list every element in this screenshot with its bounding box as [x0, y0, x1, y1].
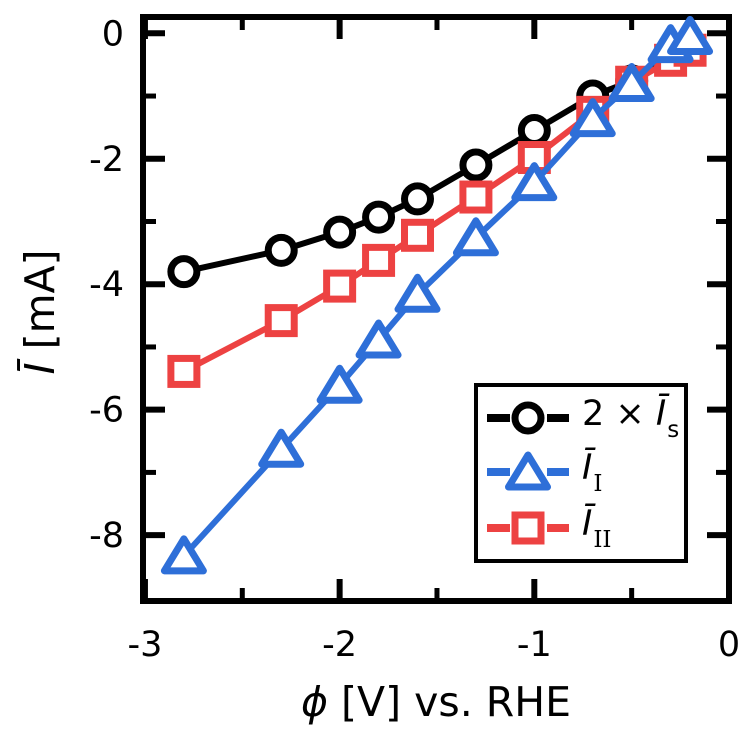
series-2 — [167, 33, 707, 388]
square-marker — [511, 511, 545, 545]
triangle-marker — [452, 217, 499, 257]
square-marker — [362, 243, 396, 277]
x-tick-label: 0 — [718, 625, 740, 665]
y-tick-label: -2 — [89, 140, 124, 180]
circle-marker — [517, 114, 551, 148]
triangle-marker — [394, 273, 441, 313]
y-tick-label: -4 — [89, 265, 124, 305]
legend-label-sub: I — [593, 470, 603, 497]
legend-sample — [484, 504, 572, 550]
x-tick-label: -2 — [322, 625, 357, 665]
legend-label: ĪII — [582, 503, 612, 551]
legend-label: ĪI — [582, 447, 602, 495]
y-axis-units: [mA] — [16, 249, 64, 363]
legend-label-sub: II — [593, 526, 612, 553]
triangle-marker — [667, 15, 714, 55]
square-marker — [459, 180, 493, 214]
x-tick-label: -3 — [127, 625, 162, 665]
y-axis-symbol: Ī — [16, 362, 64, 375]
circle-marker — [511, 401, 545, 435]
x-axis-symbol: ϕ — [300, 678, 328, 726]
y-tick-label: -6 — [89, 391, 124, 431]
x-tick-label: -1 — [517, 625, 552, 665]
circle-marker — [362, 200, 396, 234]
circle-marker — [167, 255, 201, 289]
legend-sample-line — [487, 511, 569, 545]
triangle-marker — [258, 428, 305, 468]
x-axis-label: ϕ [V] vs. RHE — [143, 678, 729, 726]
legend-sample-line — [487, 401, 569, 435]
legend-entry: ĪII — [484, 501, 612, 553]
triangle-marker — [316, 364, 363, 404]
series-1 — [160, 15, 714, 575]
circle-marker — [264, 233, 298, 267]
legend-entry: ĪI — [484, 445, 602, 497]
square-marker — [167, 354, 201, 388]
circle-marker — [401, 182, 435, 216]
square-marker — [323, 269, 357, 303]
legend: 2 × Īs ĪI ĪII — [474, 383, 688, 563]
y-tick-label: 0 — [102, 14, 124, 54]
legend-sample-line — [487, 451, 569, 491]
legend-label: 2 × Īs — [582, 393, 679, 441]
square-marker — [401, 218, 435, 252]
triangle-marker — [511, 162, 558, 202]
legend-label-base: Ī — [582, 503, 593, 544]
x-axis-units: [V] vs. RHE — [328, 678, 572, 726]
legend-sample — [484, 448, 572, 494]
square-marker — [264, 304, 298, 338]
y-axis-label: Ī [mA] — [16, 249, 64, 374]
triangle-marker — [569, 98, 616, 138]
triangle-marker — [505, 451, 551, 491]
legend-sample — [484, 394, 572, 440]
legend-entry: 2 × Īs — [484, 391, 679, 443]
triangle-marker — [160, 535, 207, 575]
legend-label-sub: s — [667, 416, 680, 443]
triangle-marker — [608, 62, 655, 102]
triangle-marker — [355, 319, 402, 359]
legend-label-prefix: 2 × — [582, 393, 656, 434]
circle-marker — [323, 215, 357, 249]
legend-label-base: Ī — [582, 447, 593, 488]
y-tick-label: -8 — [89, 516, 124, 556]
circle-marker — [459, 148, 493, 182]
legend-label-base: Ī — [655, 393, 667, 434]
